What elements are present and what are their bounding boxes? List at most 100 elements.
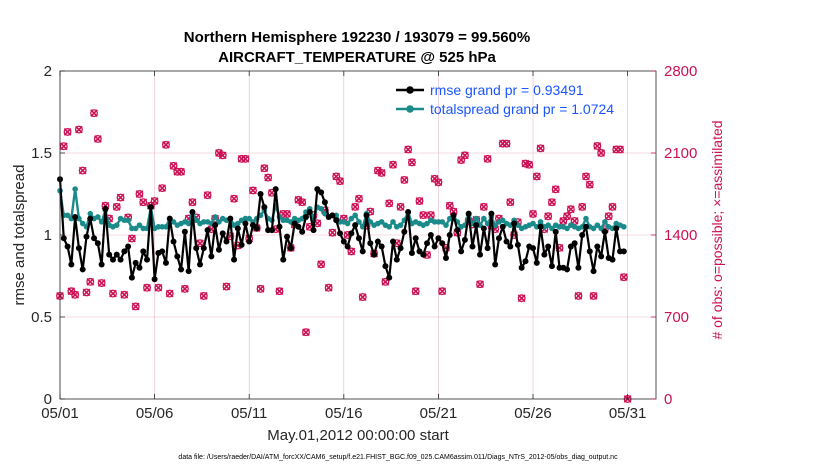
obs-assimilated-marker bbox=[479, 203, 488, 211]
obs-count-point bbox=[585, 180, 594, 189]
obs-count-point bbox=[358, 293, 367, 302]
rmse-point bbox=[310, 227, 317, 234]
obs-count-point bbox=[180, 284, 189, 293]
totalspread-point bbox=[235, 220, 241, 227]
obs-possible-marker bbox=[165, 289, 174, 298]
obs-count-point bbox=[218, 151, 227, 160]
rmse-point bbox=[64, 243, 71, 250]
obs-assimilated-marker bbox=[241, 154, 250, 163]
x-tick-label: 05/06 bbox=[136, 405, 174, 422]
obs-count-point bbox=[604, 212, 613, 221]
obs-possible-marker bbox=[241, 154, 250, 163]
rmse-point bbox=[495, 235, 502, 242]
obs-possible-marker bbox=[438, 287, 447, 296]
rmse-point bbox=[113, 251, 120, 258]
obs-count-point bbox=[177, 167, 186, 176]
obs-assimilated-marker bbox=[597, 149, 605, 157]
obs-assimilated-marker bbox=[75, 125, 83, 134]
obs-possible-marker bbox=[544, 212, 553, 221]
obs-count-point bbox=[71, 290, 80, 299]
obs-possible-marker bbox=[177, 167, 186, 176]
obs-assimilated-marker bbox=[215, 149, 223, 157]
rmse-point bbox=[424, 240, 431, 247]
totalspread-point bbox=[386, 224, 393, 230]
rmse-point bbox=[166, 215, 173, 222]
obs-count-point bbox=[536, 144, 545, 153]
rmse-point bbox=[352, 222, 359, 229]
totalspread-point bbox=[446, 215, 453, 222]
obs-assimilated-marker bbox=[411, 287, 420, 296]
obs-count-point bbox=[86, 277, 95, 286]
rmse-point bbox=[480, 225, 487, 232]
rmse-point bbox=[121, 248, 128, 255]
obs-possible-marker bbox=[358, 293, 367, 302]
obs-possible-marker bbox=[298, 198, 307, 207]
obs-possible-marker bbox=[597, 149, 606, 157]
obs-assimilated-marker bbox=[419, 211, 428, 219]
obs-count-point bbox=[517, 294, 526, 303]
rmse-point bbox=[257, 191, 264, 197]
obs-possible-marker bbox=[604, 212, 613, 221]
totalspread-point bbox=[549, 225, 555, 232]
totalspread-point bbox=[424, 220, 430, 227]
legend-rmse-marker bbox=[406, 86, 414, 94]
x-tick-label: 05/21 bbox=[420, 405, 458, 422]
totalspread-point bbox=[170, 219, 177, 225]
obs-count-point bbox=[135, 190, 144, 198]
totalspread-point bbox=[344, 220, 351, 227]
obs-possible-marker bbox=[283, 209, 291, 218]
rmse-point bbox=[208, 253, 215, 260]
rmse-point bbox=[541, 251, 548, 258]
rmse-point bbox=[132, 259, 139, 266]
totalspread-point bbox=[378, 219, 385, 225]
rmse-point bbox=[284, 233, 291, 240]
obs-assimilated-marker bbox=[143, 283, 151, 292]
obs-assimilated-marker bbox=[317, 260, 325, 269]
obs-count-point bbox=[476, 280, 484, 289]
obs-count-point bbox=[120, 290, 129, 299]
rmse-point bbox=[170, 238, 177, 245]
obs-assimilated-marker bbox=[188, 198, 197, 207]
y-left-tick-label: 0 bbox=[44, 391, 52, 408]
obs-assimilated-marker bbox=[374, 166, 382, 175]
obs-possible-marker bbox=[336, 177, 344, 186]
obs-assimilated-marker bbox=[532, 172, 541, 181]
totalspread-point bbox=[356, 219, 362, 225]
obs-possible-marker bbox=[230, 194, 239, 203]
obs-count-point bbox=[483, 154, 492, 163]
obs-count-point bbox=[169, 161, 178, 170]
legend-spread-label: totalspread grand pr = 1.0724 bbox=[430, 101, 614, 117]
totalspread-point bbox=[98, 219, 105, 225]
obs-count-point bbox=[74, 125, 83, 134]
rmse-point bbox=[465, 210, 472, 217]
rmse-point bbox=[601, 228, 608, 235]
totalspread-point bbox=[212, 214, 218, 220]
obs-assimilated-marker bbox=[260, 164, 269, 173]
obs-possible-marker bbox=[120, 290, 129, 299]
obs-possible-marker bbox=[218, 151, 227, 160]
totalspread-point bbox=[216, 219, 222, 225]
obs-assimilated-marker bbox=[548, 198, 556, 207]
obs-count-point bbox=[574, 291, 583, 300]
obs-possible-marker bbox=[476, 280, 484, 289]
obs-possible-marker bbox=[589, 291, 598, 300]
rmse-point bbox=[499, 223, 506, 230]
obs-count-point bbox=[434, 178, 443, 187]
obs-assimilated-marker bbox=[150, 197, 159, 205]
rmse-point bbox=[367, 240, 374, 247]
obs-count-point bbox=[139, 198, 148, 207]
rmse-point bbox=[382, 263, 389, 270]
rmse-point bbox=[72, 213, 79, 220]
rmse-point bbox=[125, 243, 132, 250]
obs-count-point bbox=[241, 154, 250, 163]
obs-possible-marker bbox=[525, 160, 534, 169]
obs-possible-marker bbox=[415, 197, 424, 205]
rmse-point bbox=[306, 209, 313, 216]
totalspread-point bbox=[443, 222, 449, 228]
obs-possible-marker bbox=[109, 289, 117, 298]
rmse-point bbox=[454, 227, 461, 234]
obs-possible-marker bbox=[59, 142, 68, 151]
obs-possible-marker bbox=[616, 145, 625, 154]
totalspread-point bbox=[352, 212, 358, 219]
